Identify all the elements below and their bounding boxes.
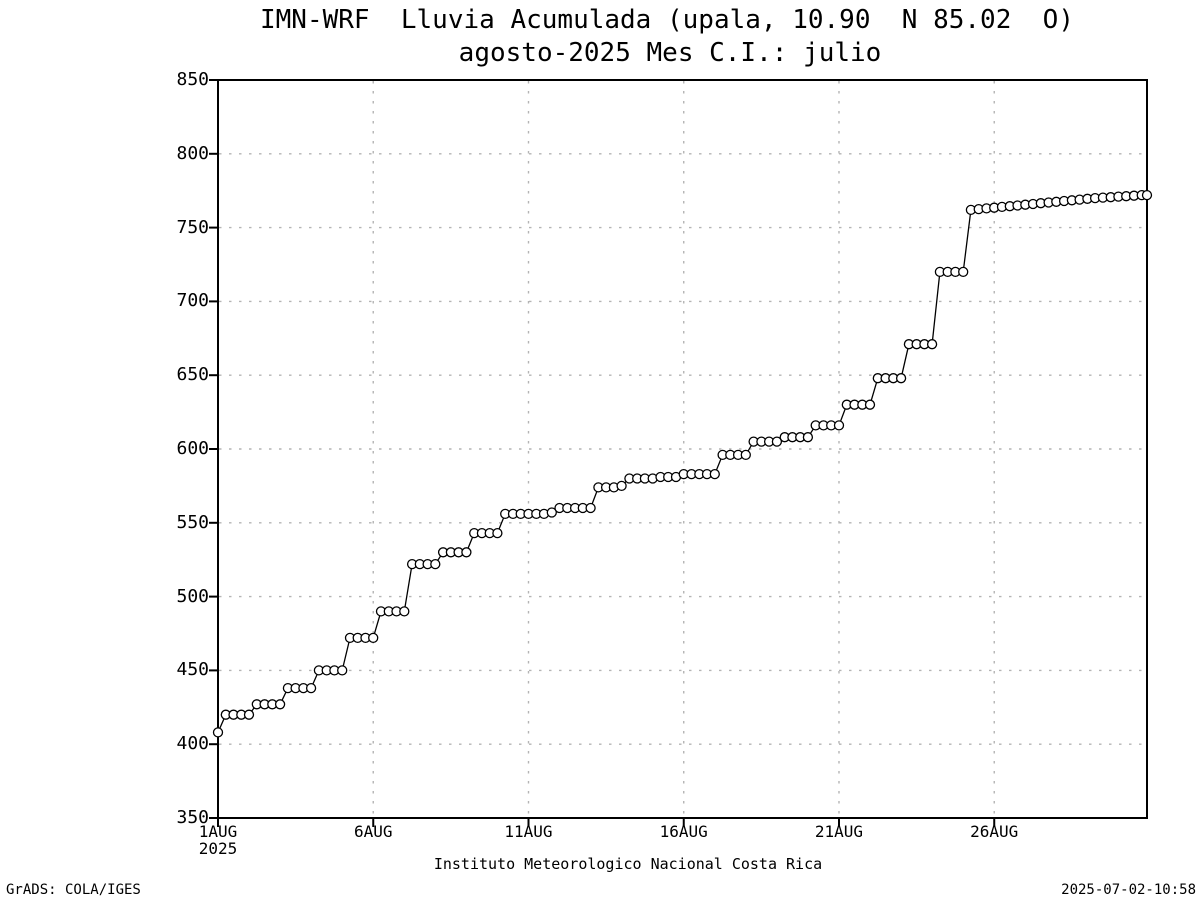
y-gridlines [219, 153, 1146, 745]
y-tick-marks [209, 79, 218, 819]
y-tick-label: 850 [176, 69, 209, 90]
x-tick-label: 16AUG [659, 822, 708, 841]
y-tick-label: 650 [176, 364, 209, 386]
y-tick-label: 600 [176, 438, 209, 459]
data-markers [212, 189, 1153, 738]
y-tick-label: 750 [176, 216, 209, 238]
x-axis-title: Instituto Meteorologico Nacional Costa R… [433, 855, 823, 873]
y-tick-label: 800 [176, 142, 209, 164]
y-tick-label: 700 [176, 290, 209, 312]
y-tick-label: 350 [176, 807, 209, 828]
x-tick-marks [217, 818, 996, 827]
creation-timestamp-label: 2025-07-02-10:58 [1061, 882, 1196, 898]
y-tick-label: 550 [176, 511, 209, 533]
plot-frame [217, 79, 1148, 819]
data-line [217, 194, 1147, 733]
grads-credit-label: GrADS: COLA/IGES [6, 882, 141, 898]
x-tick-label: 1AUG [198, 822, 238, 841]
x-axis-year-label: 2025 [198, 839, 238, 858]
y-tick-label: 450 [176, 659, 209, 681]
x-tick-label: 6AUG [353, 822, 393, 841]
chart-subtitle: agosto-2025 Mes C.I.: julio [458, 38, 882, 68]
y-tick-label: 500 [176, 585, 209, 607]
x-tick-label: 26AUG [970, 822, 1019, 841]
y-tick-label: 400 [176, 733, 209, 755]
x-tick-label: 11AUG [504, 822, 553, 841]
chart-title: IMN-WRF Lluvia Acumulada (upala, 10.90 N… [260, 5, 1074, 35]
x-tick-label: 21AUG [814, 822, 864, 841]
